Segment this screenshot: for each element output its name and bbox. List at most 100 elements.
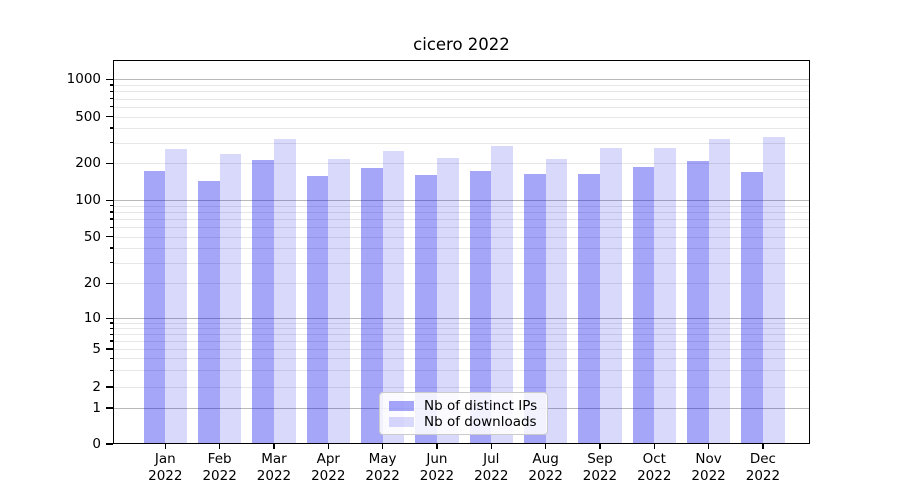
bars-layer xyxy=(113,60,810,444)
bar-distinct-ips-apr xyxy=(306,176,329,444)
gridline-minor xyxy=(113,248,810,250)
y-tick-minor xyxy=(110,84,113,86)
bar-distinct-ips-sep xyxy=(578,174,600,444)
x-tick xyxy=(219,444,221,449)
bar-downloads-mar xyxy=(273,138,296,444)
bar-distinct-ips-may xyxy=(360,168,383,444)
y-tick-label: 200 xyxy=(75,155,101,172)
y-tick-minor xyxy=(110,106,113,108)
bar-downloads-apr xyxy=(328,158,350,444)
gridline-minor xyxy=(113,91,810,93)
y-tick-minor xyxy=(110,369,113,371)
y-tick xyxy=(106,116,113,118)
x-tick-label: Oct 2022 xyxy=(637,451,672,484)
y-tick-minor xyxy=(110,97,113,100)
y-tick-minor xyxy=(110,262,113,264)
gridline-minor xyxy=(113,328,810,330)
y-tick xyxy=(106,348,113,350)
plot-area xyxy=(113,60,810,444)
y-tick-minor xyxy=(110,340,113,342)
y-tick-label: 50 xyxy=(83,228,101,245)
bar-downloads-nov xyxy=(708,139,731,444)
bar-distinct-ips-jun xyxy=(415,175,437,444)
x-tick xyxy=(436,444,438,449)
chart-title: cicero 2022 xyxy=(413,35,510,54)
y-tick-minor xyxy=(110,116,113,118)
gridline-minor xyxy=(113,387,810,388)
y-tick xyxy=(106,78,113,80)
legend: Nb of distinct IPs Nb of downloads xyxy=(379,392,548,435)
y-tick-minor xyxy=(110,205,113,207)
y-tick-minor xyxy=(110,348,113,350)
x-tick xyxy=(273,444,275,449)
y-tick-minor xyxy=(110,327,113,329)
gridline-minor xyxy=(113,106,810,108)
x-tick-label: Apr 2022 xyxy=(311,451,346,484)
x-tick xyxy=(762,444,764,449)
bar-downloads-oct xyxy=(654,147,676,444)
gridline-major xyxy=(113,79,810,81)
gridline-minor xyxy=(113,358,810,360)
legend-swatch-downloads-icon xyxy=(389,416,414,428)
gridline-minor xyxy=(113,227,810,229)
gridline-major xyxy=(113,318,810,320)
y-tick-label: 0 xyxy=(92,436,101,452)
gridline-minor xyxy=(113,212,810,214)
y-tick xyxy=(106,162,113,164)
y-tick-label: 20 xyxy=(83,275,101,292)
y-tick-label: 5 xyxy=(92,340,101,357)
bar-downloads-sep xyxy=(599,147,622,444)
y-tick-minor xyxy=(110,322,113,324)
legend-label-distinct-ips: Nb of distinct IPs xyxy=(424,398,538,414)
y-tick-minor xyxy=(110,236,113,238)
bar-downloads-aug xyxy=(545,158,568,444)
x-tick-label: May 2022 xyxy=(365,451,400,484)
gridline-minor xyxy=(113,340,810,342)
x-tick-label: Nov 2022 xyxy=(691,451,726,484)
bar-downloads-may xyxy=(382,151,405,444)
y-tick-label: 10 xyxy=(83,310,101,327)
x-tick-label: Sep 2022 xyxy=(582,451,618,484)
y-tick-minor xyxy=(110,90,113,92)
gridline-minor xyxy=(113,219,810,221)
y-tick-minor xyxy=(110,127,113,129)
legend-label-downloads: Nb of downloads xyxy=(424,414,537,430)
y-tick-minor xyxy=(110,357,113,359)
gridline-minor xyxy=(113,236,810,238)
gridline-minor xyxy=(113,334,810,336)
bar-distinct-ips-jul xyxy=(469,171,492,444)
y-tick xyxy=(106,199,113,201)
x-tick-label: Feb 2022 xyxy=(202,451,237,484)
y-tick-minor xyxy=(110,386,113,388)
bar-downloads-jun xyxy=(436,158,459,444)
x-tick xyxy=(599,444,601,449)
bar-downloads-jan xyxy=(165,148,187,444)
gridline-minor xyxy=(113,98,810,100)
y-tick xyxy=(106,236,113,238)
bar-downloads-dec xyxy=(762,137,785,444)
legend-swatch-distinct-ips-icon xyxy=(389,400,414,412)
bar-distinct-ips-jan xyxy=(143,171,166,444)
y-tick xyxy=(106,443,113,445)
bar-downloads-feb xyxy=(219,154,242,444)
gridline-minor xyxy=(113,128,810,130)
bar-distinct-ips-oct xyxy=(632,167,655,444)
x-tick-label: Mar 2022 xyxy=(256,451,292,484)
x-tick-label: Jan 2022 xyxy=(148,451,183,484)
x-tick xyxy=(545,444,547,449)
gridline-minor xyxy=(113,142,810,144)
x-tick xyxy=(708,444,710,449)
y-tick-minor xyxy=(110,162,113,164)
y-tick-label: 100 xyxy=(75,192,101,209)
x-tick-label: Dec 2022 xyxy=(745,451,781,484)
gridline-major xyxy=(113,200,810,202)
y-tick-label: 1 xyxy=(92,400,101,417)
gridline-minor xyxy=(113,85,810,86)
gridline-minor xyxy=(113,205,810,207)
y-tick-minor xyxy=(110,247,113,249)
x-tick-label: Aug 2022 xyxy=(528,451,563,484)
bar-distinct-ips-dec xyxy=(741,171,763,444)
gridline-minor xyxy=(113,283,810,285)
x-tick xyxy=(382,444,384,449)
